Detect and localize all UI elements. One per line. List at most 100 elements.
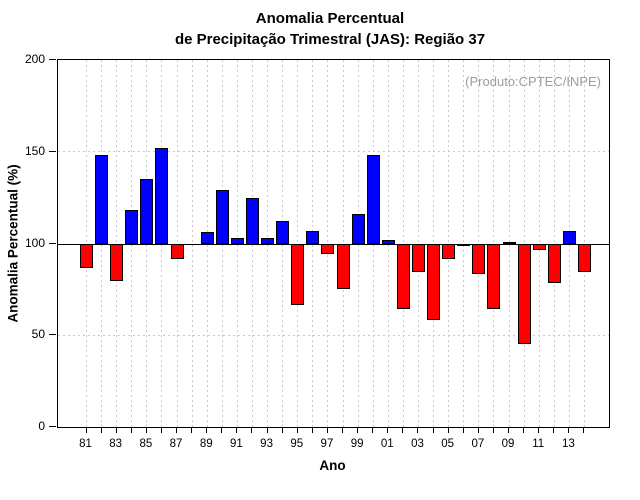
x-axis-tick	[145, 427, 147, 433]
y-axis-tick-label: 100	[24, 235, 45, 250]
bar-95	[291, 243, 305, 306]
bar-81	[80, 243, 93, 269]
bar-00	[366, 155, 380, 245]
chart-title-line2: de Precipitação Trimestral (JAS): Região…	[174, 31, 486, 48]
bar-01	[381, 239, 395, 245]
x-axis-tick-label: 95	[290, 438, 304, 450]
x-axis-tick	[176, 427, 178, 433]
x-axis-tick	[508, 427, 510, 433]
y-axis-tick	[49, 334, 56, 336]
x-axis-tick-label: 81	[79, 438, 92, 450]
x-axis-tick-label: 03	[411, 438, 424, 450]
plot-area	[57, 59, 610, 428]
x-axis-tick	[417, 427, 419, 433]
x-axis-tick-label: 13	[562, 438, 575, 450]
chart-title-line1: Anomalia Percentual	[255, 10, 405, 27]
x-axis-tick	[311, 427, 313, 433]
bar-87	[170, 243, 184, 260]
bar-05	[442, 243, 456, 260]
y-axis-tick-label: 0	[38, 419, 45, 433]
bar-85	[140, 179, 154, 245]
bar-84	[125, 210, 139, 245]
x-axis-tick-label: 91	[230, 438, 243, 450]
bar-13	[562, 230, 576, 245]
bar-10	[517, 243, 531, 344]
bar-90	[215, 190, 229, 245]
x-axis-tick	[100, 427, 102, 433]
x-axis-tick	[462, 427, 464, 433]
x-axis-tick-label: 09	[501, 438, 515, 450]
y-axis-tick-label: 50	[31, 327, 45, 342]
x-axis-tick	[251, 427, 253, 433]
x-axis-tick	[372, 427, 374, 433]
x-axis-tick	[342, 427, 344, 433]
bar-07	[472, 243, 486, 274]
x-axis-tick	[85, 427, 87, 433]
x-axis-title: Ano	[319, 458, 346, 473]
x-axis-tick	[160, 427, 162, 433]
bar-03	[411, 243, 425, 273]
bar-98	[336, 243, 350, 289]
bar-08	[487, 243, 501, 309]
bar-06	[457, 243, 471, 247]
bar-09	[502, 241, 516, 245]
bar-83	[110, 243, 124, 282]
x-axis-tick	[281, 427, 283, 433]
bar-96	[306, 230, 320, 245]
x-axis-tick-label: 01	[380, 438, 394, 450]
y-axis-tick	[49, 426, 56, 427]
y-axis-tick	[49, 59, 56, 60]
x-axis-tick	[221, 427, 223, 433]
bar-11	[532, 243, 546, 250]
h-gridline	[58, 334, 609, 336]
x-axis-tick	[130, 427, 132, 433]
x-axis-tick-label: 05	[441, 438, 455, 450]
bar-04	[427, 243, 441, 320]
bar-14	[577, 243, 591, 273]
h-gridline	[58, 151, 609, 153]
x-axis-tick-label: 89	[199, 438, 213, 450]
x-axis-tick-label: 97	[320, 438, 334, 450]
x-axis-tick	[326, 427, 328, 433]
y-axis-tick-label: 200	[24, 52, 45, 66]
x-axis-tick-label: 99	[350, 438, 364, 450]
x-axis-tick	[553, 427, 555, 433]
x-axis-tick	[206, 427, 208, 433]
x-axis-tick-label: 85	[139, 438, 153, 450]
x-axis-tick	[568, 427, 570, 433]
bar-02	[396, 243, 410, 309]
x-axis-tick	[115, 427, 117, 433]
x-axis-tick-label: 11	[532, 438, 545, 450]
bar-99	[351, 214, 365, 245]
x-axis-tick	[538, 427, 540, 433]
x-axis-tick-label: 83	[109, 438, 123, 450]
y-axis-tick-label: 150	[24, 143, 45, 158]
x-axis-tick	[492, 427, 494, 433]
x-axis-tick-label: 07	[471, 438, 485, 450]
x-axis-tick	[583, 427, 585, 433]
chart-title: Anomalia Percentual de Precipitação Trim…	[0, 8, 640, 50]
x-axis-tick	[296, 427, 298, 433]
x-axis-tick	[357, 427, 359, 433]
x-axis-tick	[191, 427, 193, 433]
x-axis-tick	[236, 427, 238, 433]
bar-12	[547, 243, 561, 284]
bar-92	[245, 197, 259, 245]
x-axis-tick	[447, 427, 449, 433]
bar-91	[230, 237, 244, 245]
bar-94	[276, 221, 290, 245]
x-axis-tick	[402, 427, 404, 433]
x-axis-tick	[387, 427, 389, 433]
x-axis-tick-label: 87	[169, 438, 183, 450]
x-axis-tick	[266, 427, 268, 433]
y-axis-tick	[49, 242, 56, 244]
x-axis-tick	[523, 427, 525, 433]
x-axis-tick-label: 93	[260, 438, 273, 450]
bar-86	[155, 148, 169, 245]
y-axis-tick	[49, 150, 56, 152]
bar-89	[200, 232, 214, 245]
source-annotation: (Produto:CPTEC/INPE)	[465, 74, 601, 89]
bar-82	[95, 155, 109, 245]
x-axis-tick	[432, 427, 434, 433]
